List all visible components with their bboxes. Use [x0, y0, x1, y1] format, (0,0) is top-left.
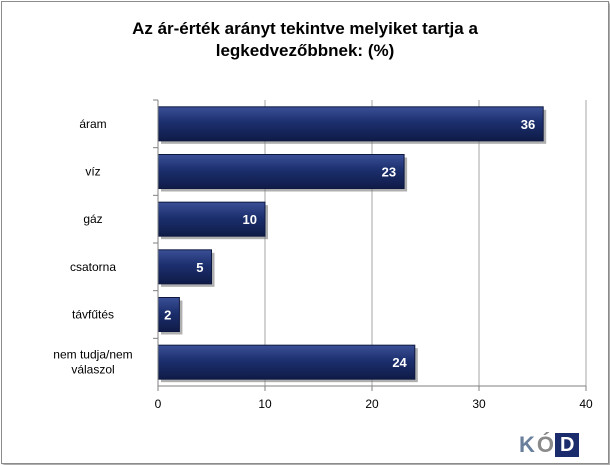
- category-label-2: gáz: [83, 212, 102, 226]
- category-label-5-line-0: nem tudja/nem: [53, 348, 132, 362]
- x-tick-label-30: 30: [472, 397, 486, 411]
- logo-letter-k: K: [519, 432, 535, 457]
- category-label-5-line-1: válaszol: [71, 363, 114, 377]
- bars: 36 23 10 5 2 24: [157, 106, 547, 383]
- chart-title-line-1: Az ár-érték arányt tekintve melyiket tar…: [132, 19, 478, 38]
- category-label-0: áram: [79, 117, 106, 131]
- data-label-4: 2: [164, 308, 171, 323]
- data-label-5: 24: [392, 355, 407, 370]
- chart-title-line-2: legkedvezőbbnek: (%): [215, 41, 395, 60]
- data-label-1: 23: [382, 165, 396, 180]
- x-tick-label-10: 10: [258, 397, 272, 411]
- bar-0: [157, 106, 544, 142]
- x-tick-label-20: 20: [365, 397, 379, 411]
- axes: 0 10 20 30 40 áram víz gáz csatorna távfűtés nem t…: [53, 99, 593, 411]
- category-label-3: csatorna: [70, 260, 116, 274]
- bar-2: [157, 201, 266, 237]
- bar-3: [157, 249, 212, 285]
- logo-letter-d: D: [555, 433, 580, 457]
- gridlines: [264, 100, 587, 386]
- kod-logo: K Ó D: [519, 432, 580, 457]
- x-tick-label-0: 0: [155, 397, 162, 411]
- data-label-2: 10: [243, 212, 257, 227]
- bar-5: [157, 344, 416, 380]
- data-label-3: 5: [196, 260, 203, 275]
- category-label-1: víz: [85, 165, 100, 179]
- bar-1: [157, 154, 405, 189]
- data-label-0: 36: [521, 117, 535, 132]
- logo-letter-o: Ó: [536, 432, 555, 457]
- category-label-4: távfűtés: [72, 308, 114, 322]
- x-tick-label-40: 40: [579, 397, 593, 411]
- chart-title: Az ár-érték arányt tekintve melyiket tar…: [0, 18, 610, 62]
